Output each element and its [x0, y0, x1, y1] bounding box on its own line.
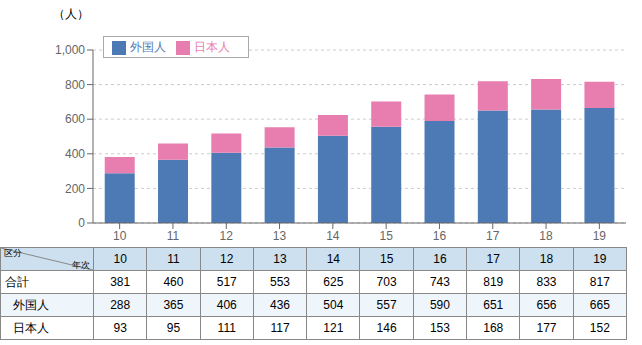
svg-text:16: 16: [433, 229, 447, 243]
html-text:18: 18: [539, 252, 554, 266]
html-text:95: 95: [166, 321, 181, 335]
html-text:436: 436: [270, 298, 290, 312]
html-text:14: 14: [326, 252, 340, 266]
svg-text:0: 0: [78, 216, 85, 230]
html-text:365: 365: [163, 298, 184, 312]
html-text:日本人: 日本人: [194, 40, 230, 54]
svg-text:800: 800: [65, 78, 85, 92]
html-text:517: 517: [216, 275, 237, 289]
html-text:12: 12: [220, 252, 234, 266]
svg-text:11: 11: [167, 229, 180, 243]
html-text:460: 460: [163, 275, 184, 289]
html-text:117: 117: [270, 321, 290, 335]
html-text:590: 590: [429, 298, 450, 312]
html-text:557: 557: [376, 298, 397, 312]
html-text:15: 15: [380, 252, 394, 266]
html-text:日本人: 日本人: [13, 320, 49, 335]
svg-text:600: 600: [65, 112, 85, 126]
html-text:703: 703: [376, 275, 397, 289]
html-text:外国人: 外国人: [130, 40, 166, 54]
svg-text:18: 18: [539, 229, 553, 243]
html-text:152: 152: [589, 321, 610, 335]
html-text:665: 665: [589, 298, 610, 312]
svg-text:19: 19: [593, 229, 607, 243]
svg-text:10: 10: [113, 229, 127, 243]
html-text:年次: 年次: [72, 260, 90, 270]
html-text:13: 13: [273, 252, 287, 266]
html-text:168: 168: [483, 321, 504, 335]
html-text:153: 153: [429, 321, 450, 335]
html-text:817: 817: [589, 275, 610, 289]
html-text:833: 833: [536, 275, 557, 289]
html-text:177: 177: [536, 321, 557, 335]
html-text:11: 11: [167, 252, 180, 266]
html-text:819: 819: [483, 275, 504, 289]
html-text:651: 651: [483, 298, 504, 312]
html-text:146: 146: [376, 321, 397, 335]
html-text:381: 381: [110, 275, 131, 289]
html-text:外国人: 外国人: [13, 297, 49, 312]
html-text:19: 19: [593, 252, 607, 266]
html-text:553: 553: [270, 275, 290, 289]
html-text:10: 10: [113, 252, 127, 266]
svg-text:1,000: 1,000: [55, 43, 85, 57]
html-text:合計: 合計: [5, 274, 29, 289]
svg-text:15: 15: [379, 229, 393, 243]
html-text:区分: 区分: [4, 248, 22, 258]
html-text:93: 93: [113, 321, 127, 335]
svg-text:200: 200: [65, 182, 85, 196]
html-text:（人）: （人）: [53, 7, 89, 21]
html-text:111: 111: [217, 321, 236, 335]
html-text:17: 17: [486, 252, 500, 266]
html-text:288: 288: [110, 298, 131, 312]
svg-text:17: 17: [486, 229, 500, 243]
svg-text:400: 400: [65, 147, 85, 161]
html-text:504: 504: [323, 298, 344, 312]
html-text:625: 625: [323, 275, 344, 289]
svg-text:12: 12: [220, 229, 234, 243]
html-text:656: 656: [536, 298, 557, 312]
svg-text:13: 13: [273, 229, 287, 243]
html-text:16: 16: [433, 252, 447, 266]
html-text:406: 406: [216, 298, 237, 312]
svg-text:14: 14: [326, 229, 340, 243]
html-text:121: 121: [323, 321, 344, 335]
html-text:743: 743: [429, 275, 450, 289]
